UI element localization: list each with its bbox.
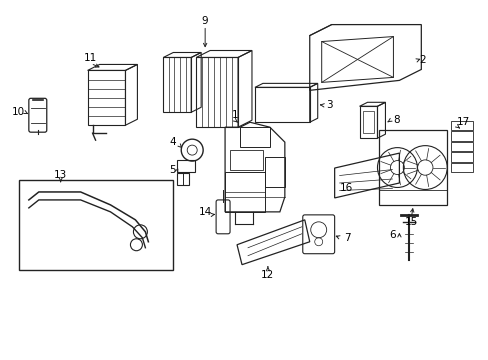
Text: 5: 5 [169,165,175,175]
Text: 1: 1 [231,110,238,120]
Text: 4: 4 [169,137,175,147]
Text: 3: 3 [325,100,332,110]
Bar [177,160,195,172]
Text: 16: 16 [339,183,352,193]
Text: 8: 8 [392,115,399,125]
Text: 12: 12 [261,270,274,280]
Text: 7: 7 [344,233,350,243]
Text: 10: 10 [12,107,25,117]
Text: 17: 17 [456,117,469,127]
Text: 9: 9 [202,15,208,26]
Text: 14: 14 [198,207,211,217]
Bar [362,111,374,133]
Text: 15: 15 [404,217,417,227]
Text: 6: 6 [388,230,395,240]
Text: 2: 2 [418,55,425,66]
Text: 11: 11 [84,54,97,63]
Bar [19,180,173,270]
Bar [177,173,189,185]
Text: 13: 13 [54,170,67,180]
